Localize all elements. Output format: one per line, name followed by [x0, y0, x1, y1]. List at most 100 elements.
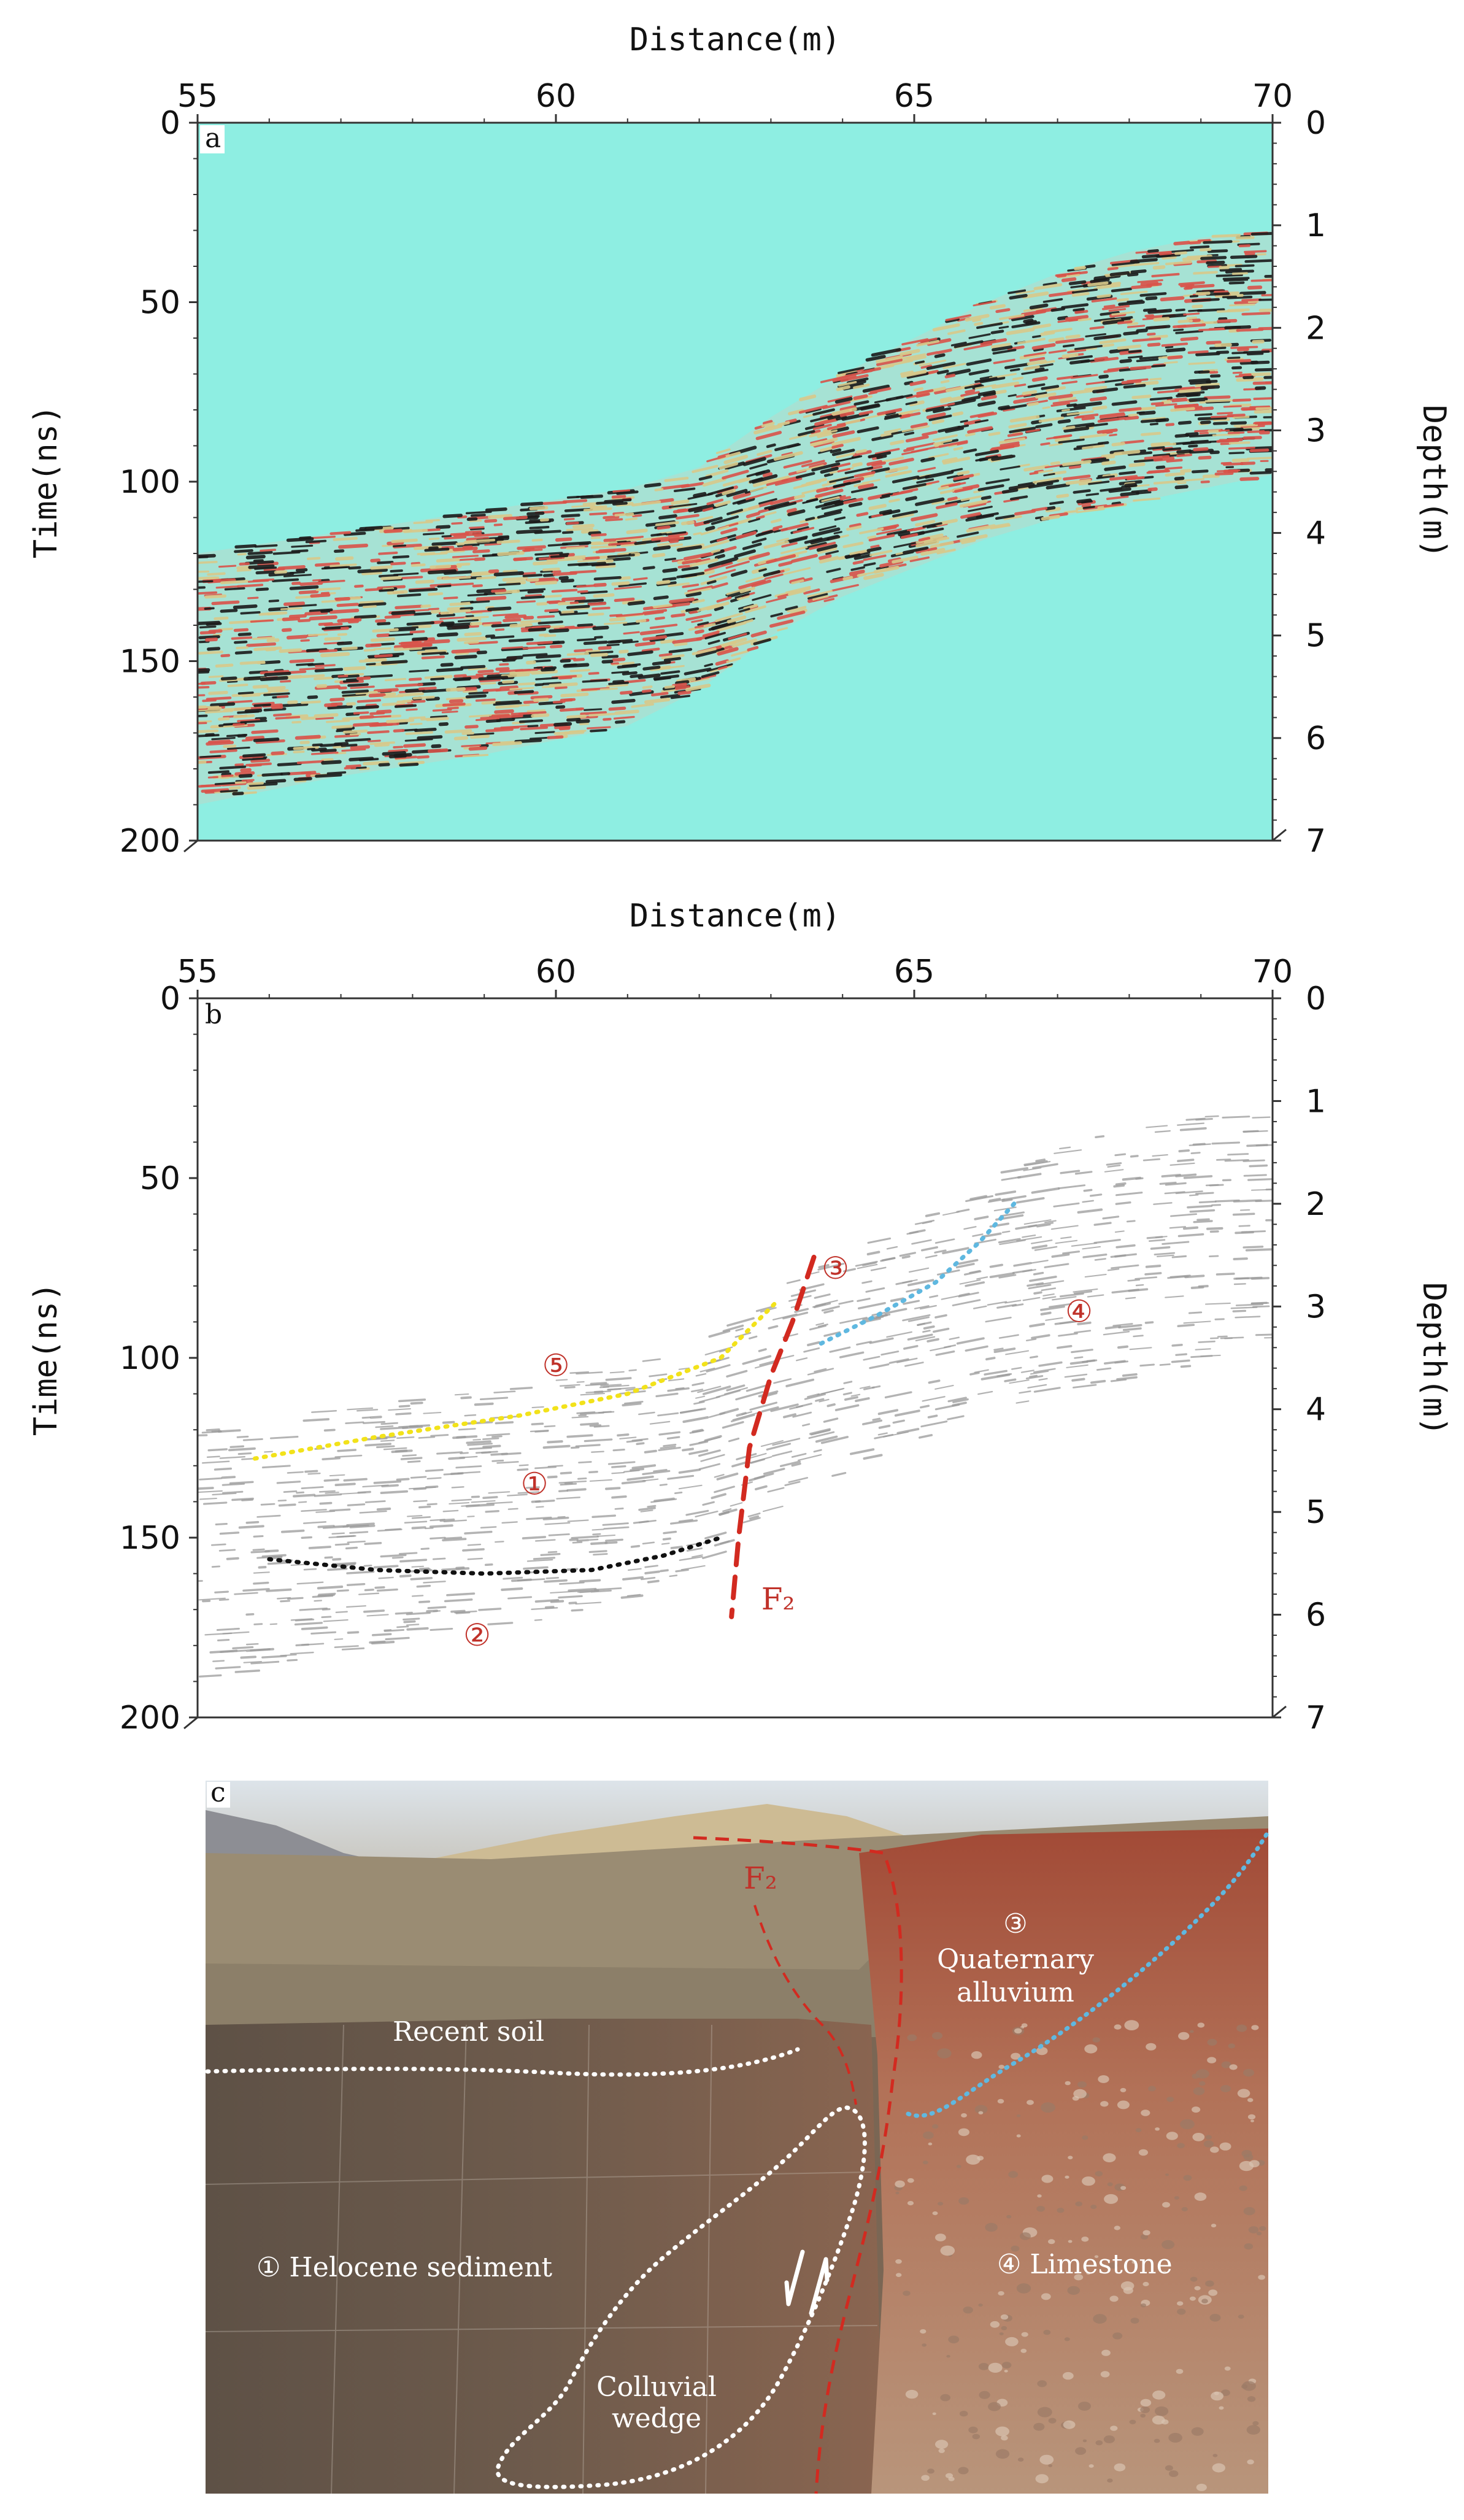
photo-mountain-left	[206, 1810, 399, 1868]
photo-gravel-stone	[1016, 2283, 1031, 2294]
photo-gravel-stone	[1239, 2185, 1247, 2191]
photo-gravel-stone	[1048, 2239, 1055, 2244]
photo-gravel-stone	[1154, 2438, 1160, 2443]
photo-gravel-stone	[1212, 2454, 1218, 2457]
photo-gravel-stone	[1002, 2362, 1012, 2369]
photo-gravel-stone	[1123, 2287, 1133, 2294]
photo-gravel-stone	[1068, 2240, 1073, 2243]
photo-gravel-stone	[959, 2411, 968, 2417]
photo-gravel-stone	[1192, 2106, 1201, 2113]
photo-gravel-stone	[1247, 2098, 1254, 2102]
photo-gravel-stone	[1067, 2286, 1080, 2295]
photo-mountain-hill	[430, 1804, 920, 1868]
panel-b-unit5-base-line	[252, 1298, 780, 1461]
panel-b-y-tick-label: 200	[120, 1700, 180, 1736]
photo-gravel-stone	[1048, 2418, 1057, 2424]
photo-gravel-stone	[935, 2233, 946, 2241]
panel-b-corner-hook-right	[1272, 1705, 1287, 1719]
panel-a-depth-tick-label: 1	[1306, 207, 1326, 244]
photo-gravel-stone	[1140, 2399, 1152, 2407]
panel-a-depth-tick-label: 6	[1306, 720, 1326, 757]
photo-gravel-stone	[1162, 2240, 1175, 2249]
panel-b-section-band	[198, 1106, 1273, 1682]
photo-gravel-stone	[1211, 2224, 1217, 2228]
photo-gravel-stone	[1209, 2314, 1221, 2322]
photo-label-f2: F₂	[744, 1860, 777, 1896]
panel-a-depth-tick-label: 4	[1306, 515, 1326, 552]
photo-gravel-stone	[1124, 2020, 1139, 2031]
photo-gravel-stone	[1057, 2208, 1065, 2213]
photo-alluvium-limestone-boundary	[906, 1829, 1271, 2118]
photo-label-unit3-line1: Quaternary	[937, 1944, 1094, 1975]
panel-a-x-tick-label: 70	[1252, 78, 1293, 115]
panel-b-x-tick-label: 60	[536, 954, 576, 990]
photo-gravel-stone	[1135, 2128, 1142, 2133]
photo-gravel-stone	[1103, 2153, 1116, 2163]
photo-gravel-stone	[1220, 2389, 1230, 2396]
panel-a-depth-tick-label: 2	[1306, 310, 1326, 347]
photo-gravel-stone	[1140, 2303, 1147, 2308]
panel-a-depth-tick-label: 0	[1306, 105, 1326, 142]
photo-gravel-stone	[948, 2476, 955, 2481]
photo-gravel-stone	[958, 2197, 969, 2205]
panel-b-unit3-unit4-boundary-line	[819, 1201, 1017, 1346]
photo-gravel-stone	[1148, 2086, 1156, 2092]
photo-gravel-stone	[1068, 2156, 1073, 2160]
photo-gravel-stone	[1192, 2133, 1205, 2141]
photo-gravel-stone	[1141, 2110, 1150, 2116]
photo-gravel-stone	[1075, 2447, 1087, 2455]
photo-label-helocene-sediment: ① Helocene sediment	[256, 2252, 552, 2283]
panel-b-left-axis-title: Time(ns)	[28, 1282, 64, 1436]
photo-label-recent-soil: Recent soil	[393, 2016, 544, 2048]
panel-b-depth-tick-label: 4	[1306, 1392, 1326, 1428]
photo-gravel-stone	[998, 2291, 1004, 2296]
photo-gravel-stone	[968, 2426, 978, 2433]
photo-gravel-stone	[1104, 2194, 1119, 2204]
photo-gravel-stone	[940, 2245, 955, 2256]
photo-gravel-stone	[903, 2291, 911, 2296]
photo-gravel-stone	[998, 2065, 1005, 2069]
photo-gravel-stone	[1063, 2420, 1076, 2429]
photo-gravel-stone	[1196, 2483, 1207, 2491]
panel-b-fault-F2-line	[729, 1254, 817, 1619]
photo-gravel-stone	[1065, 2081, 1071, 2086]
photo-gravel-stone	[1103, 2435, 1115, 2443]
photo-gravel-stone	[1008, 2171, 1019, 2178]
photo-gravel-stone	[1107, 2478, 1113, 2483]
photo-gravel-stone	[1088, 2464, 1094, 2468]
panel-a-x-tick-label: 60	[536, 78, 576, 115]
photo-gravel-stone	[938, 2202, 944, 2206]
photo-gravel-stone	[978, 2111, 984, 2114]
photo-gravel-stone	[922, 2343, 927, 2347]
photo-gravel-stone	[978, 2363, 989, 2370]
panel-a-y-tick-label: 0	[160, 105, 180, 142]
photo-gravel-stone	[1162, 2271, 1167, 2274]
photo-gravel-stone	[1165, 2173, 1169, 2176]
photo-gravel-stone	[1251, 2025, 1259, 2030]
photo-gravel-stone	[979, 2391, 990, 2399]
photo-gravel-stone	[1191, 2427, 1204, 2436]
photo-gravel-stone	[1177, 2308, 1186, 2315]
photo-gravel-stone	[1203, 2140, 1214, 2148]
photo-gravel-stone	[1041, 2293, 1051, 2300]
photo-gravel-stone	[1243, 2207, 1255, 2216]
photo-gravel-stone	[1017, 2457, 1024, 2462]
photo-gravel-stone	[1014, 2028, 1022, 2034]
photo-gravel-stone	[1020, 2348, 1027, 2353]
photo-gravel-stone	[1247, 2114, 1256, 2120]
photo-gravel-stone	[1037, 2194, 1042, 2198]
photo-gravel-stone	[1208, 2289, 1218, 2296]
photo-gravel-stone	[977, 2156, 984, 2160]
photo-gravel-stone	[1210, 2146, 1219, 2153]
photo-gravel-stone	[1177, 2143, 1185, 2149]
photo-gravel-stone	[1220, 2085, 1231, 2092]
photo-gravel-stone	[1250, 2119, 1254, 2122]
panel-b-depth-tick-label: 5	[1306, 1494, 1326, 1531]
photo-gravel-stone	[978, 2303, 983, 2307]
photo-gravel-stone	[1247, 2396, 1256, 2402]
photo-gravel-stone	[1259, 2226, 1266, 2231]
panel-b-x-tick-label: 70	[1252, 954, 1293, 990]
photo-gravel-stone	[1229, 2064, 1238, 2070]
photo-gravel-stone	[1004, 2370, 1008, 2373]
